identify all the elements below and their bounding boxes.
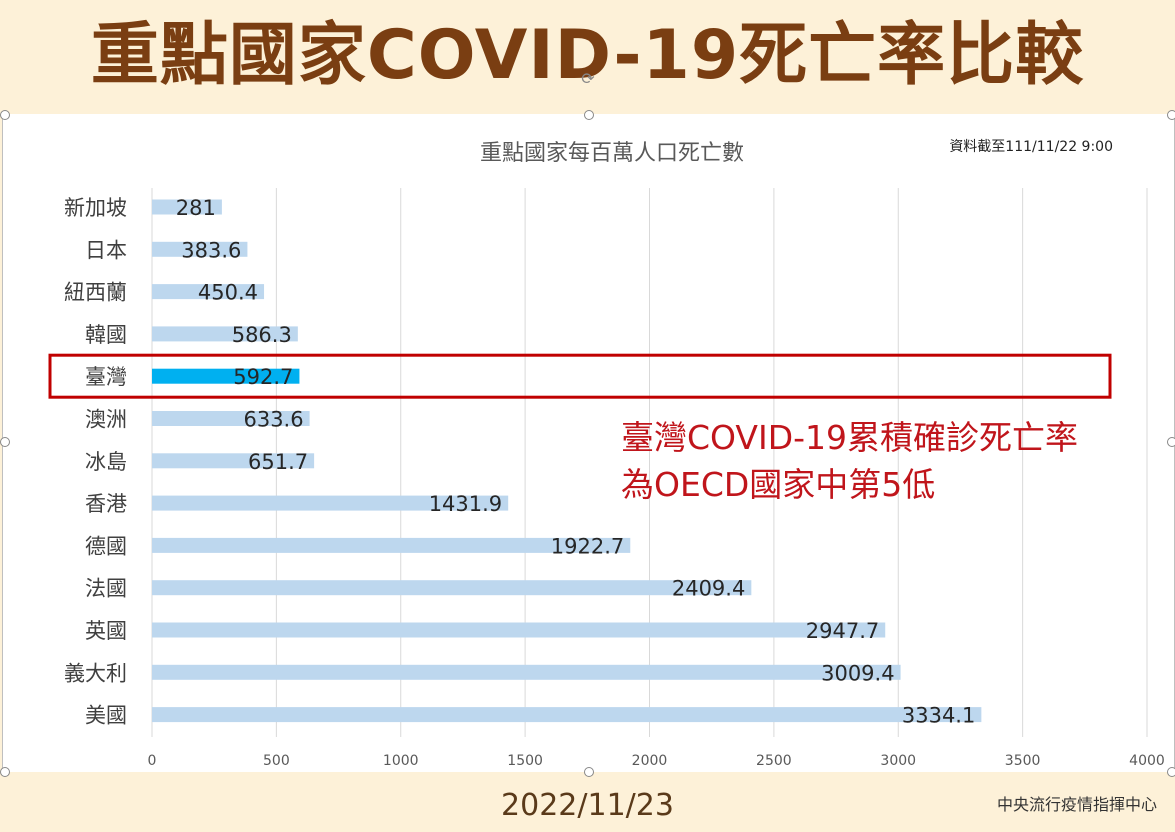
x-tick-label: 2500 <box>756 753 792 769</box>
page-title: 重點國家COVID-19死亡率比較 <box>90 16 1085 95</box>
footer-date: 2022/11/23 <box>501 788 674 823</box>
data-label: 383.6 <box>181 238 241 262</box>
annotation-line-2: 為OECD國家中第5低 <box>621 465 935 504</box>
footer-org: 中央流行疫情指揮中心 <box>996 795 1157 814</box>
data-label: 1922.7 <box>551 534 624 558</box>
bar-highlight <box>152 368 300 384</box>
category-label: 冰島 <box>85 450 127 474</box>
chart-title: 重點國家每百萬人口死亡數 <box>480 141 744 166</box>
footer-band <box>0 772 1175 832</box>
bar <box>152 580 752 596</box>
bar <box>152 537 631 553</box>
bar <box>152 241 248 257</box>
bar <box>152 707 982 723</box>
data-label: 592.7 <box>233 365 293 389</box>
category-label: 澳洲 <box>85 408 127 432</box>
category-label: 臺灣 <box>85 365 127 389</box>
bar <box>152 495 509 511</box>
x-tick-label: 2000 <box>632 753 668 769</box>
x-tick-label: 500 <box>263 753 290 769</box>
data-label: 651.7 <box>248 450 308 474</box>
data-label: 633.6 <box>243 408 303 432</box>
rotate-handle-icon[interactable]: ⟳ <box>581 69 595 88</box>
bar <box>152 453 315 469</box>
data-label: 1431.9 <box>429 492 502 516</box>
resize-handle-top-right[interactable] <box>1167 110 1175 120</box>
resize-handle-bottom-middle[interactable] <box>584 767 594 777</box>
category-label: 韓國 <box>85 323 127 347</box>
data-label: 450.4 <box>198 281 258 305</box>
resize-handle-bottom-left[interactable] <box>0 767 10 777</box>
category-label: 新加坡 <box>64 196 127 220</box>
highlight-box <box>48 353 1112 399</box>
bar <box>152 622 886 638</box>
category-label: 義大利 <box>64 661 127 685</box>
x-tick-label: 3000 <box>880 753 916 769</box>
category-label: 香港 <box>85 492 127 516</box>
x-tick-label: 3500 <box>1005 753 1041 769</box>
data-date-note: 資料截至111/11/22 9:00 <box>949 139 1113 155</box>
bar <box>152 326 298 342</box>
x-tick-label: 1000 <box>383 753 419 769</box>
annotation-line-1: 臺灣COVID-19累積確診死亡率 <box>621 418 1078 457</box>
bar <box>152 199 222 215</box>
data-label: 3334.1 <box>902 704 975 728</box>
data-label: 586.3 <box>232 323 292 347</box>
x-tick-label: 4000 <box>1129 753 1165 769</box>
x-tick-label: 0 <box>148 753 157 769</box>
resize-handle-bottom-right[interactable] <box>1167 767 1175 777</box>
bar <box>152 411 310 426</box>
category-label: 美國 <box>85 704 127 728</box>
category-label: 德國 <box>85 534 127 558</box>
x-tick-label: 1500 <box>507 753 543 769</box>
title-band <box>0 0 1175 112</box>
chart-panel[interactable] <box>2 114 1175 772</box>
resize-handle-top-left[interactable] <box>0 110 10 120</box>
resize-handle-top-middle[interactable] <box>584 110 594 120</box>
bar <box>152 284 265 300</box>
data-label: 3009.4 <box>821 661 894 685</box>
category-label: 日本 <box>85 238 127 262</box>
data-label: 2947.7 <box>806 619 879 643</box>
category-label: 法國 <box>85 577 127 601</box>
bar <box>152 664 901 680</box>
resize-handle-middle-right[interactable] <box>1167 437 1175 447</box>
category-label: 紐西蘭 <box>64 281 127 305</box>
category-label: 英國 <box>85 619 127 643</box>
data-label: 2409.4 <box>672 577 745 601</box>
resize-handle-middle-left[interactable] <box>0 437 10 447</box>
data-label: 281 <box>176 196 216 220</box>
